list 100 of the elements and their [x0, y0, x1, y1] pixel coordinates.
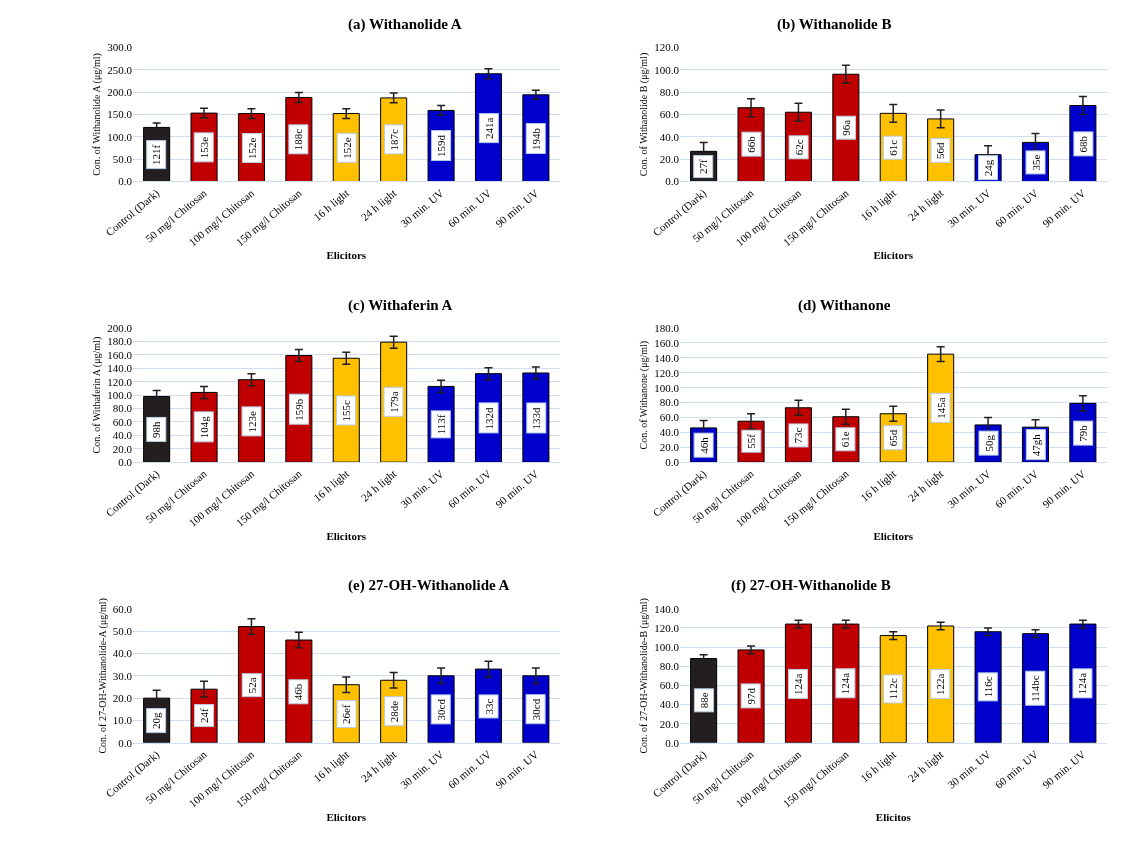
x-tick-label: 24 h light: [358, 467, 399, 504]
x-tick-label: 60 min. UV: [445, 186, 494, 230]
data-label: 79b: [1077, 424, 1090, 442]
y-tick-label: 140.0: [654, 602, 680, 615]
x-tick-label: 90 min. UV: [492, 748, 541, 791]
data-label: 98h: [150, 420, 163, 438]
x-tick-label: 60 min. UV: [992, 748, 1041, 791]
data-label: 65d: [887, 429, 900, 447]
y-tick-label: 100.0: [107, 388, 133, 401]
y-tick-label: 100.0: [654, 640, 680, 653]
data-label: 112c: [887, 678, 900, 700]
y-tick-label: 180.0: [654, 321, 680, 334]
data-label: 50g: [982, 434, 995, 452]
y-tick-label: 60.0: [112, 602, 133, 615]
chart-title: (a) Withanolide A: [348, 16, 462, 33]
y-tick-label: 60.0: [659, 679, 680, 692]
data-label: 133d: [530, 406, 543, 430]
x-tick-label: 30 min. UV: [945, 467, 993, 511]
data-label: 241a: [482, 117, 495, 140]
data-label: 61e: [839, 431, 852, 448]
y-tick-label: 120.0: [107, 375, 133, 388]
data-label: 124a: [1076, 672, 1089, 695]
data-label: 88e: [697, 692, 710, 709]
data-label: 123e: [245, 410, 258, 433]
data-label: 30cd: [529, 698, 542, 721]
y-tick-label: 40.0: [112, 429, 133, 442]
y-tick-label: 150.0: [107, 108, 133, 121]
y-tick-label: 0.0: [118, 736, 133, 749]
data-label: 24f: [198, 708, 211, 724]
x-tick-label: 16 h light: [858, 467, 899, 504]
data-label: 56d: [934, 141, 947, 159]
y-tick-label: 140.0: [654, 351, 680, 364]
x-axis-title: Elicitors: [326, 810, 367, 823]
y-tick-label: 60.0: [659, 108, 680, 121]
y-tick-label: 0.0: [118, 456, 133, 469]
data-label: 52a: [245, 677, 258, 694]
x-tick-label: 30 min. UV: [945, 186, 993, 230]
y-tick-label: 180.0: [107, 335, 133, 348]
y-tick-label: 40.0: [659, 426, 680, 439]
data-label: 30cd: [434, 698, 447, 721]
y-tick-label: 20.0: [659, 153, 680, 165]
data-label: 179a: [387, 391, 400, 413]
y-axis-title: Con. of 27-OH-Withanolide-B (μg/ml): [638, 598, 651, 754]
data-label: 187c: [387, 128, 400, 151]
data-label: 66b: [745, 135, 758, 153]
y-tick-label: 100.0: [654, 63, 680, 76]
x-tick-label: 60 min. UV: [445, 748, 494, 791]
y-axis-title: Con. of 27-OH-Withanolide-A (μg/ml): [96, 598, 109, 754]
x-tick-label: 90 min. UV: [1039, 748, 1088, 791]
data-label: 152e: [245, 137, 258, 159]
x-tick-label: 24 h light: [358, 186, 399, 224]
x-tick-label: 90 min. UV: [492, 467, 541, 511]
x-tick-label: 30 min. UV: [398, 748, 446, 791]
x-tick-label: 24 h light: [905, 748, 946, 785]
y-tick-label: 20.0: [112, 442, 133, 455]
y-tick-label: 80.0: [659, 85, 680, 98]
x-tick-label: 60 min. UV: [445, 467, 494, 511]
x-axis-title: Elicitors: [326, 249, 367, 262]
y-axis-title: Con. of Withanolide B (μg/ml): [638, 52, 651, 177]
data-label: 153e: [197, 136, 210, 159]
data-label: 159d: [435, 134, 448, 158]
x-tick-label: 60 min. UV: [992, 467, 1041, 511]
data-label: 24g: [981, 159, 994, 177]
x-tick-label: 90 min. UV: [1039, 186, 1088, 230]
y-tick-label: 50.0: [112, 153, 133, 165]
y-tick-label: 0.0: [118, 175, 133, 188]
data-label: 116c: [981, 676, 994, 698]
y-tick-label: 60.0: [112, 415, 133, 428]
y-tick-label: 50.0: [112, 624, 133, 637]
x-tick-label: 16 h light: [311, 186, 352, 224]
data-label: 97d: [744, 687, 757, 705]
y-tick-label: 120.0: [654, 366, 680, 379]
data-label: 159b: [292, 398, 305, 421]
data-label: 26ef: [340, 704, 353, 725]
data-label: 28de: [388, 700, 401, 723]
data-label: 124a: [839, 672, 852, 695]
x-tick-label: 16 h light: [311, 467, 352, 504]
data-label: 47gh: [1029, 433, 1042, 457]
data-label: 188c: [292, 128, 305, 151]
x-axis-title: Elicitos: [875, 810, 912, 823]
chart-title: (f) 27-OH-Withanolide B: [731, 577, 891, 594]
x-tick-label: 24 h light: [905, 467, 946, 504]
y-tick-label: 100.0: [654, 381, 680, 394]
data-label: 73c: [792, 427, 805, 444]
x-axis-title: Elicitors: [873, 249, 914, 262]
y-tick-label: 0.0: [665, 736, 680, 749]
data-label: 152e: [340, 137, 353, 159]
chart-title: (c) Withaferin A: [348, 297, 453, 314]
y-tick-label: 0.0: [665, 456, 680, 469]
y-tick-label: 120.0: [654, 621, 680, 634]
data-label: 155c: [340, 399, 353, 422]
y-tick-label: 160.0: [654, 336, 680, 349]
y-tick-label: 40.0: [659, 130, 680, 143]
data-label: 96a: [839, 119, 852, 136]
x-tick-label: 16 h light: [858, 186, 899, 224]
data-label: 132d: [482, 406, 495, 430]
x-tick-label: 24 h light: [905, 186, 946, 224]
y-tick-label: 80.0: [659, 660, 680, 673]
y-axis-title: Con. of Withaferin A (μg/ml): [91, 336, 104, 454]
data-label: 68b: [1077, 135, 1090, 153]
